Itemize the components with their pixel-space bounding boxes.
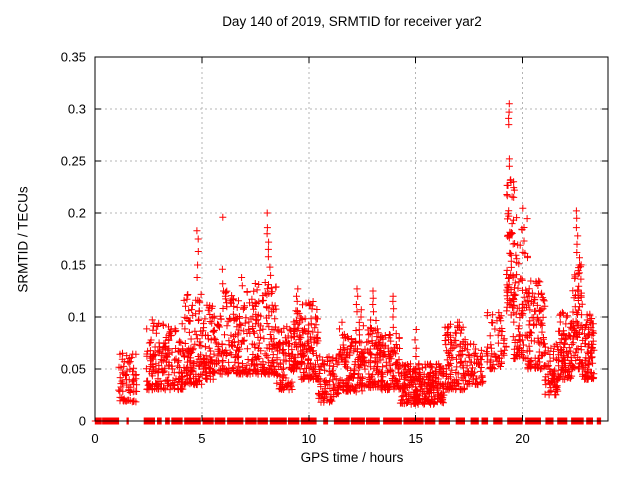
plot-border-and-ticks	[94, 56, 609, 422]
x-axis-label: GPS time / hours	[300, 450, 404, 465]
x-tick-label: 0	[91, 431, 98, 446]
x-tick-label: 20	[515, 431, 529, 446]
y-tick-label: 0	[79, 414, 86, 429]
x-tick-label: 15	[408, 431, 422, 446]
x-tick-label: 10	[302, 431, 316, 446]
y-tick-label: 0.35	[61, 50, 86, 65]
scatter-points	[91, 100, 605, 425]
y-tick-label: 0.1	[68, 310, 86, 325]
y-tick-label: 0.2	[68, 206, 86, 221]
x-tick-label: 5	[198, 431, 205, 446]
gridlines	[95, 57, 608, 421]
y-tick-label: 0.15	[61, 258, 86, 273]
y-tick-label: 0.3	[68, 102, 86, 117]
chart-title: Day 140 of 2019, SRMTID for receiver yar…	[222, 14, 482, 29]
data-points-path	[91, 100, 605, 425]
tick-labels: 0 5 10 15 20 0 0.05 0.1 0.15 0.2 0.25 0.3 0.35	[61, 50, 530, 447]
y-tick-label: 0.25	[61, 154, 86, 169]
plot-border	[94, 56, 609, 422]
y-tick-label: 0.05	[61, 362, 86, 377]
y-axis-label: SRMTID / TECUs	[15, 186, 31, 293]
